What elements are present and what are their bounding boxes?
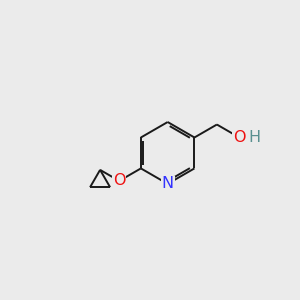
Text: O: O bbox=[113, 173, 125, 188]
Text: H: H bbox=[249, 130, 261, 145]
Text: O: O bbox=[233, 130, 246, 145]
Text: N: N bbox=[162, 176, 174, 191]
